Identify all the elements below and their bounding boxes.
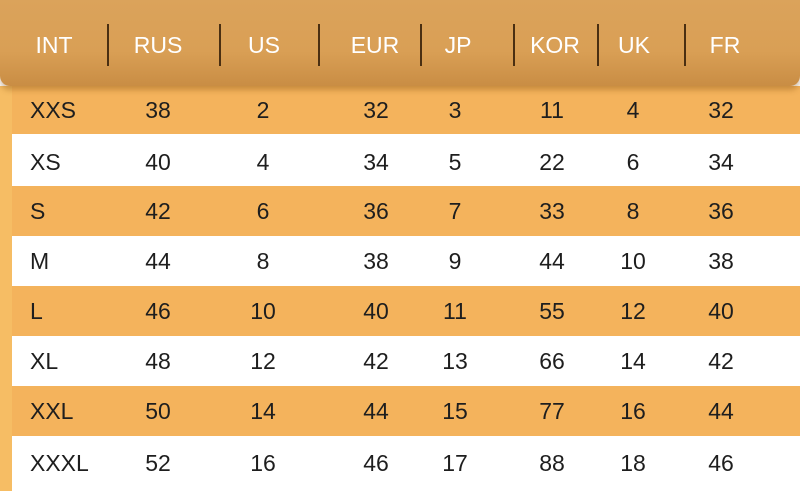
table-row: XXL 50 14 44 15 77 16 44 — [12, 386, 800, 436]
cell-uk: 12 — [620, 298, 646, 324]
cell-rus: 46 — [145, 298, 171, 324]
cell-eur: 42 — [363, 348, 389, 374]
cell-us: 4 — [256, 149, 270, 175]
cell-uk: 6 — [626, 149, 640, 175]
cell-fr: 42 — [708, 348, 734, 374]
cell-jp: 15 — [442, 398, 468, 424]
header-jp: JP — [444, 32, 472, 58]
cell-uk: 10 — [620, 248, 646, 274]
header-divider — [513, 24, 515, 66]
cell-rus: 38 — [145, 97, 171, 123]
table-row: XS 40 4 34 5 22 6 34 — [12, 136, 800, 188]
cell-us: 2 — [256, 97, 270, 123]
header-int: INT — [35, 32, 73, 58]
cell-fr: 36 — [708, 198, 734, 224]
cell-int: L — [30, 298, 43, 324]
table-row: L 46 10 40 11 55 12 40 — [12, 286, 800, 336]
cell-jp: 13 — [442, 348, 468, 374]
cell-us: 10 — [250, 298, 276, 324]
cell-fr: 32 — [708, 97, 734, 123]
cell-rus: 40 — [145, 149, 171, 175]
cell-rus: 44 — [145, 248, 171, 274]
header-divider — [420, 24, 422, 66]
cell-rus: 42 — [145, 198, 171, 224]
cell-uk: 4 — [626, 97, 640, 123]
header-kor: KOR — [530, 32, 580, 58]
cell-fr: 46 — [708, 450, 734, 476]
cell-uk: 18 — [620, 450, 646, 476]
cell-int: S — [30, 198, 46, 224]
cell-us: 14 — [250, 398, 276, 424]
cell-uk: 8 — [626, 198, 640, 224]
cell-jp: 17 — [442, 450, 468, 476]
cell-uk: 14 — [620, 348, 646, 374]
cell-eur: 36 — [363, 198, 389, 224]
cell-int: XS — [30, 149, 61, 175]
cell-kor: 88 — [539, 450, 565, 476]
table-row: XXXL 52 16 46 17 88 18 46 — [12, 436, 800, 491]
cell-rus: 50 — [145, 398, 171, 424]
cell-int: XXS — [30, 97, 77, 123]
cell-kor: 77 — [539, 398, 565, 424]
cell-kor: 55 — [539, 298, 565, 324]
cell-rus: 52 — [145, 450, 171, 476]
cell-fr: 40 — [708, 298, 734, 324]
cell-eur: 40 — [363, 298, 389, 324]
cell-us: 16 — [250, 450, 276, 476]
header-divider — [597, 24, 599, 66]
cell-kor: 44 — [539, 248, 565, 274]
header-rus: RUS — [133, 32, 183, 58]
cell-us: 12 — [250, 348, 276, 374]
table-body: XXS 38 2 32 3 11 4 32 XS 40 4 34 5 22 6 34 S 42 6 36 7 33 8 36 M… — [0, 86, 800, 491]
cell-int: XXL — [30, 398, 74, 424]
cell-us: 8 — [256, 248, 270, 274]
cell-int: XL — [30, 348, 59, 374]
header-fr: FR — [709, 32, 741, 58]
cell-kor: 66 — [539, 348, 565, 374]
header-divider — [219, 24, 221, 66]
cell-int: M — [30, 248, 50, 274]
header-us: US — [248, 32, 280, 58]
table-row: S 42 6 36 7 33 8 36 — [12, 186, 800, 236]
cell-kor: 22 — [539, 149, 565, 175]
table-header: INT RUS US EUR JP KOR UK FR — [0, 0, 800, 86]
cell-jp: 7 — [448, 198, 462, 224]
table-row: XXS 38 2 32 3 11 4 32 — [12, 86, 800, 134]
cell-us: 6 — [256, 198, 270, 224]
header-divider — [318, 24, 320, 66]
table-row: M 44 8 38 9 44 10 38 — [12, 236, 800, 286]
cell-eur: 46 — [363, 450, 389, 476]
cell-jp: 5 — [448, 149, 462, 175]
cell-uk: 16 — [620, 398, 646, 424]
header-uk: UK — [618, 32, 650, 58]
cell-jp: 11 — [443, 298, 467, 324]
cell-kor: 33 — [539, 198, 565, 224]
cell-fr: 38 — [708, 248, 734, 274]
cell-jp: 3 — [448, 97, 462, 123]
cell-rus: 48 — [145, 348, 171, 374]
cell-jp: 9 — [448, 248, 462, 274]
cell-eur: 44 — [363, 398, 389, 424]
header-divider — [684, 24, 686, 66]
header-divider — [107, 24, 109, 66]
header-eur: EUR — [350, 32, 400, 58]
cell-eur: 34 — [363, 149, 389, 175]
cell-eur: 38 — [363, 248, 389, 274]
cell-fr: 34 — [708, 149, 734, 175]
cell-int: XXXL — [30, 450, 89, 476]
table-row: XL 48 12 42 13 66 14 42 — [12, 336, 800, 386]
cell-kor: 11 — [540, 97, 564, 123]
cell-eur: 32 — [363, 97, 389, 123]
cell-fr: 44 — [708, 398, 734, 424]
